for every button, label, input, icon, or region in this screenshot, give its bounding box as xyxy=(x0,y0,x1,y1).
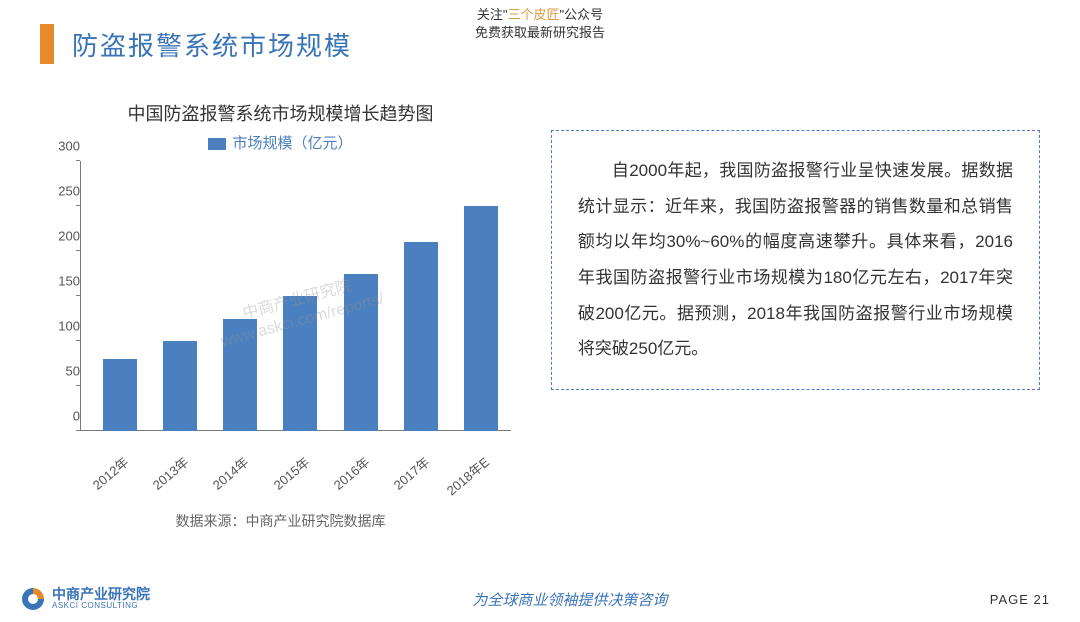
logo-en: ASKCI CONSULTING xyxy=(52,602,150,611)
footer: 中商产业研究院 ASKCI CONSULTING 为全球商业领袖提供决策咨询 P… xyxy=(20,586,1050,612)
legend-swatch xyxy=(208,138,226,150)
x-label: 2016年 xyxy=(328,452,372,494)
chart-area: 2012年2013年2014年2015年2016年2017年2018年E 050… xyxy=(90,161,511,461)
y-tick-mark xyxy=(76,205,80,206)
x-label: 2015年 xyxy=(268,452,312,494)
bar-wrap: 2017年 xyxy=(391,242,451,431)
y-tick-mark xyxy=(76,250,80,251)
y-tick-mark xyxy=(76,385,80,386)
y-tick-mark xyxy=(76,295,80,296)
chart-legend: 市场规模（亿元） xyxy=(40,132,521,153)
bar xyxy=(464,206,498,431)
bar-wrap: 2012年 xyxy=(90,359,150,431)
hw-line1b: 三个皮匠 xyxy=(507,7,559,22)
header-watermark: 关注"三个皮匠"公众号 免费获取最新研究报告 xyxy=(475,6,605,42)
x-label: 2018年E xyxy=(442,452,493,499)
y-axis xyxy=(80,161,81,431)
title-accent xyxy=(40,24,54,64)
bar xyxy=(103,359,137,431)
bar-wrap: 2018年E xyxy=(451,206,511,431)
hw-line2: 免费获取最新研究报告 xyxy=(475,24,605,42)
body-text: 自2000年起，我国防盗报警行业呈快速发展。据数据统计显示：近年来，我国防盗报警… xyxy=(578,153,1013,367)
page-title: 防盗报警系统市场规模 xyxy=(72,26,352,63)
bar xyxy=(344,274,378,432)
bar-wrap: 2016年 xyxy=(331,274,391,432)
data-source: 数据来源：中商产业研究院数据库 xyxy=(40,511,521,531)
y-tick-label: 300 xyxy=(40,139,80,154)
y-tick-label: 200 xyxy=(40,229,80,244)
legend-label: 市场规模（亿元） xyxy=(232,135,352,152)
y-tick-mark xyxy=(76,160,80,161)
y-tick-mark xyxy=(76,430,80,431)
footer-page: PAGE 21 xyxy=(990,592,1050,607)
hw-line1c: "公众号 xyxy=(560,7,604,22)
chart-panel: 中国防盗报警系统市场规模增长趋势图 市场规模（亿元） 2012年2013年201… xyxy=(40,100,521,562)
text-panel: 自2000年起，我国防盗报警行业呈快速发展。据数据统计显示：近年来，我国防盗报警… xyxy=(551,130,1040,390)
bar xyxy=(223,319,257,432)
y-tick-label: 100 xyxy=(40,319,80,334)
y-tick-label: 0 xyxy=(40,409,80,424)
logo-text: 中商产业研究院 ASKCI CONSULTING xyxy=(52,587,150,611)
bar xyxy=(404,242,438,431)
bar-wrap: 2014年 xyxy=(210,319,270,432)
x-label: 2017年 xyxy=(389,452,433,494)
x-label: 2013年 xyxy=(148,452,192,494)
hw-line1a: 关注" xyxy=(477,7,508,22)
bar-wrap: 2015年 xyxy=(270,296,330,431)
content-area: 中国防盗报警系统市场规模增长趋势图 市场规模（亿元） 2012年2013年201… xyxy=(40,100,1040,562)
y-tick-mark xyxy=(76,340,80,341)
chart-title: 中国防盗报警系统市场规模增长趋势图 xyxy=(40,100,521,126)
bars-container: 2012年2013年2014年2015年2016年2017年2018年E xyxy=(90,161,511,431)
footer-tagline: 为全球商业领袖提供决策咨询 xyxy=(150,589,990,610)
logo-cn: 中商产业研究院 xyxy=(52,587,150,602)
bar xyxy=(283,296,317,431)
title-bar: 防盗报警系统市场规模 xyxy=(40,24,352,64)
y-tick-label: 50 xyxy=(40,364,80,379)
x-label: 2012年 xyxy=(88,452,132,494)
logo-mark-icon xyxy=(20,586,46,612)
y-tick-label: 250 xyxy=(40,184,80,199)
bar xyxy=(163,341,197,431)
footer-logo: 中商产业研究院 ASKCI CONSULTING xyxy=(20,586,150,612)
bar-wrap: 2013年 xyxy=(150,341,210,431)
x-label: 2014年 xyxy=(208,452,252,494)
y-tick-label: 150 xyxy=(40,274,80,289)
